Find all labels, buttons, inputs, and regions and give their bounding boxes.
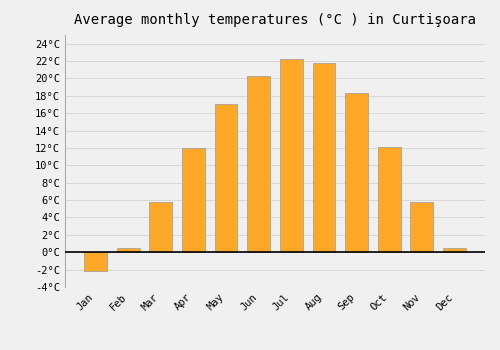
Bar <box>116 248 140 252</box>
Bar <box>182 148 205 252</box>
Bar <box>280 60 302 252</box>
Bar <box>378 147 400 252</box>
Bar <box>150 202 172 252</box>
Bar <box>214 104 238 252</box>
Bar <box>345 93 368 252</box>
Bar <box>84 252 107 271</box>
Title: Average monthly temperatures (°C ) in Curtişoara: Average monthly temperatures (°C ) in Cu… <box>74 13 476 27</box>
Bar <box>312 63 336 252</box>
Bar <box>443 248 466 252</box>
Bar <box>248 76 270 252</box>
Bar <box>410 202 434 252</box>
